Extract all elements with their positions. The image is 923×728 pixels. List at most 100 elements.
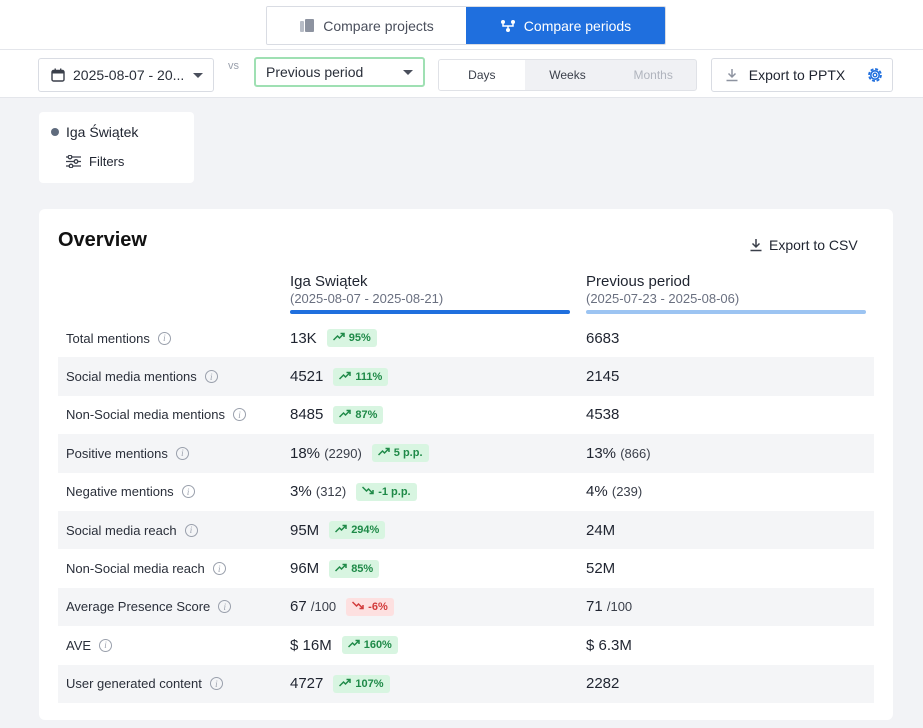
- table-row: Non-Social media mentions i 8485 87% 4538: [58, 396, 874, 434]
- info-icon[interactable]: i: [232, 408, 246, 422]
- info-icon[interactable]: i: [175, 446, 189, 460]
- granularity-weeks[interactable]: Weeks: [549, 68, 586, 82]
- trend-up-icon: [347, 639, 360, 651]
- info-icon[interactable]: i: [209, 677, 223, 691]
- change-badge: -6%: [346, 597, 394, 616]
- metric-label: AVE i: [66, 637, 113, 653]
- tab-compare-periods[interactable]: Compare periods: [466, 7, 665, 44]
- granularity-days[interactable]: Days: [439, 60, 525, 90]
- current-value-cell: 13K 95%: [290, 329, 377, 348]
- current-value: 13K: [290, 330, 317, 347]
- metric-label: Non-Social media reach i: [66, 561, 226, 576]
- change-value: -6%: [368, 600, 388, 613]
- previous-value-cell: 6683: [586, 330, 619, 347]
- gear-icon: [868, 68, 882, 82]
- granularity-months: Months: [633, 68, 673, 82]
- current-value-sub: (2290): [324, 445, 362, 461]
- previous-value-cell: 71 /100: [586, 598, 632, 615]
- trend-down-icon: [352, 601, 364, 613]
- metrics-table: Total mentions i 13K 95% 6683 Social media me…: [58, 319, 874, 703]
- previous-value-sub: (866): [620, 445, 651, 461]
- previous-value-cell: $ 6.3M: [586, 637, 632, 654]
- current-value-main: 13K: [290, 329, 317, 347]
- export-csv-button[interactable]: Export to CSV: [749, 237, 858, 253]
- column-previous-title: Previous period: [586, 273, 691, 290]
- current-value-cell: 67 /100 -6%: [290, 597, 394, 616]
- tab-compare-projects[interactable]: Compare projects: [267, 7, 466, 44]
- current-value-main: 67: [290, 598, 307, 616]
- column-previous-range: (2025-07-23 - 2025-08-06): [586, 291, 740, 306]
- metric-label: Total mentions i: [66, 331, 171, 346]
- previous-value-main: 2282: [586, 675, 620, 693]
- change-badge: 85%: [329, 559, 380, 578]
- current-value: 96M: [290, 560, 319, 577]
- filters-button[interactable]: Filters: [66, 154, 124, 169]
- trend-up-icon: [339, 371, 352, 383]
- current-value: $ 16M: [290, 637, 332, 654]
- entity-card: Iga Świątek Filters: [39, 112, 194, 183]
- change-value: 5 p.p.: [393, 447, 423, 460]
- filters-label: Filters: [89, 154, 125, 169]
- download-icon: [750, 239, 762, 252]
- metric-name: Social media mentions: [66, 369, 197, 385]
- settings-button[interactable]: [858, 58, 893, 92]
- table-row: Social media mentions i 4521 111% 2145: [58, 357, 874, 396]
- change-badge: 5 p.p.: [371, 444, 429, 463]
- trend-up-icon: [335, 524, 347, 536]
- change-value: 85%: [351, 562, 374, 575]
- table-row: Average Presence Score i 67 /100 -6% 71 /100: [58, 587, 874, 627]
- periods-icon: [500, 19, 515, 32]
- trend-up-icon: [332, 332, 345, 344]
- metric-name: Average Presence Score: [66, 599, 211, 615]
- metric-label: Non-Social media mentions i: [66, 407, 246, 422]
- current-value-main: 3%: [290, 483, 312, 501]
- tab-compare-periods-label: Compare periods: [523, 17, 632, 34]
- previous-value-cell: 24M: [586, 522, 615, 539]
- current-value-cell: 8485 87%: [290, 405, 384, 424]
- change-value: 87%: [355, 408, 378, 421]
- info-icon[interactable]: i: [204, 370, 218, 384]
- download-icon: [726, 69, 738, 82]
- trend-up-icon: [339, 678, 352, 690]
- previous-value-main: 6683: [586, 329, 620, 347]
- metric-name: Negative mentions: [66, 484, 174, 500]
- previous-value-cell: 2282: [586, 675, 619, 692]
- current-value-cell: 95M 294%: [290, 521, 386, 540]
- previous-value-main: $ 6.3M: [586, 636, 632, 654]
- previous-value-main: 2145: [586, 368, 620, 386]
- current-value-cell: 4727 107%: [290, 674, 390, 693]
- info-icon[interactable]: i: [157, 331, 171, 345]
- trend-down-icon: [362, 486, 374, 498]
- current-value-main: 96M: [290, 560, 320, 578]
- metric-label: User generated content i: [66, 676, 223, 691]
- chevron-down-icon: [403, 69, 413, 75]
- current-value-main: 4727: [290, 675, 324, 693]
- table-row: Non-Social media reach i 96M 85% 52M: [58, 549, 874, 587]
- tab-compare-projects-label: Compare projects: [323, 17, 434, 34]
- date-range-picker[interactable]: 2025-08-07 - 20...: [38, 58, 214, 92]
- metric-name: Social media reach: [66, 522, 177, 538]
- granularity-switch: Days Weeks Months: [438, 59, 697, 91]
- overview-panel: Overview Export to CSV Iga Swiątek (2025…: [39, 209, 893, 720]
- info-icon[interactable]: i: [212, 562, 226, 576]
- column-current-bar: [290, 310, 570, 314]
- comparison-period-value: Previous period: [266, 64, 364, 80]
- previous-value-cell: 52M: [586, 560, 615, 577]
- export-pptx-button[interactable]: Export to PPTX: [711, 58, 859, 92]
- column-header-previous: Previous period (2025-07-23 - 2025-08-06…: [586, 273, 739, 306]
- info-icon[interactable]: i: [99, 638, 113, 652]
- comparison-period-select[interactable]: Previous period: [254, 57, 425, 87]
- overview-title: Overview: [58, 229, 147, 251]
- trend-up-icon: [335, 563, 347, 575]
- current-value: 95M: [290, 522, 319, 539]
- current-value-cell: 4521 111%: [290, 367, 389, 386]
- info-icon[interactable]: i: [218, 600, 232, 614]
- info-icon[interactable]: i: [181, 485, 195, 499]
- metric-name: User generated content: [66, 676, 202, 692]
- metric-label: Social media mentions i: [66, 369, 218, 384]
- current-value-main: $ 16M: [290, 636, 332, 654]
- info-icon[interactable]: i: [184, 523, 198, 537]
- change-value: 111%: [355, 370, 383, 383]
- metric-name: AVE: [66, 637, 92, 653]
- entity-name: Iga Świątek: [66, 124, 139, 140]
